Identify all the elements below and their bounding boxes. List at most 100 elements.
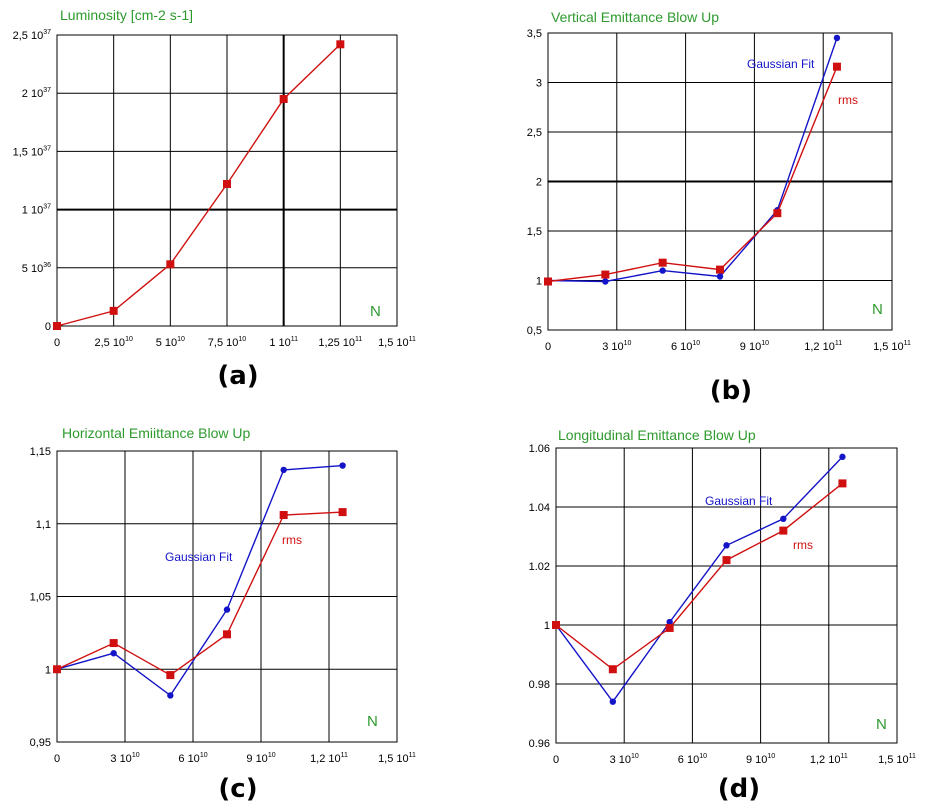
data-point-rms	[608, 665, 617, 674]
x-tick-label: 9 1010	[740, 340, 769, 353]
y-tick-label: 1,05	[30, 592, 51, 604]
series-a	[53, 40, 345, 330]
data-point-gaussian-fit	[223, 606, 231, 613]
panel-label-a: (a)	[217, 361, 258, 391]
data-point-gaussian-fit	[339, 462, 346, 469]
data-point-gaussian-fit	[723, 542, 730, 549]
xlabel-a: N	[370, 303, 381, 320]
x-ticks-a: 0 2,5 1010 5 1010 7,5 1010 1 1011 1,25 1011 1,…	[54, 336, 416, 349]
series-line-gaussian-fit	[56, 464, 343, 697]
data-point-luminosity	[166, 260, 175, 269]
data-point-gaussian-fit	[110, 650, 117, 657]
x-tick-label: 5 1010	[156, 336, 185, 349]
series-line-rms	[56, 511, 343, 676]
plot-frame	[555, 447, 898, 744]
x-tick-label: 3 1010	[602, 340, 631, 353]
x-tick-label: 6 1010	[178, 752, 207, 765]
y-tick-label: 2	[536, 177, 542, 189]
legend-rms-d: rms	[793, 538, 813, 552]
series-line-rms	[547, 66, 838, 283]
data-point-rms	[601, 270, 610, 279]
data-point-rms	[544, 277, 552, 286]
x-ticks-b: 0 3 1010 6 1010 9 1010 1,2 1011 1,5 1011	[545, 340, 911, 353]
y-tick-label: 1 1037	[22, 204, 51, 217]
title-d: Longitudinal Emittance Blow Up	[558, 427, 756, 443]
x-tick-label: 1 1011	[269, 336, 298, 349]
series-line-luminosity	[56, 43, 341, 327]
data-point-gaussian-fit	[167, 692, 174, 699]
y-tick-label: 2,5	[527, 127, 542, 139]
x-tick-label: 1,2 1011	[310, 752, 348, 765]
y-tick-label: 1.02	[529, 561, 550, 573]
legend-gaussian-fit-b: Gaussian Fit	[747, 57, 815, 71]
x-tick-label: 9 1010	[746, 753, 775, 766]
x-tick-label: 6 1010	[678, 753, 707, 766]
x-tick-label: 1,5 1011	[378, 752, 416, 765]
data-point-rms	[722, 556, 731, 565]
data-point-gaussian-fit	[666, 618, 673, 626]
x-tick-label: 2,5 1010	[94, 336, 132, 349]
x-tick-label: 1,5 1011	[873, 340, 911, 353]
panel-a: Luminosity [cm-2 s-1] 0 2,5 1010 5 1010 7,5…	[13, 7, 416, 391]
data-point-gaussian-fit	[839, 453, 846, 461]
data-point-rms	[658, 258, 667, 267]
series-line-gaussian-fit	[555, 456, 843, 703]
x-tick-label: 0	[54, 337, 60, 349]
y-tick-label: 1.04	[529, 502, 550, 514]
panel-label-d: (d)	[718, 774, 760, 804]
data-point-luminosity	[336, 40, 345, 49]
series-line-gaussian-fit	[547, 37, 838, 283]
xlabel-d: N	[876, 716, 887, 733]
xlabel-b: N	[872, 301, 883, 318]
data-point-gaussian-fit	[716, 273, 724, 280]
x-tick-label: 3 1010	[110, 752, 139, 765]
data-point-rms	[53, 665, 61, 674]
y-tick-label: 2,5 1037	[13, 29, 51, 42]
data-point-gaussian-fit	[833, 34, 841, 42]
x-tick-label: 1,25 1011	[318, 336, 362, 349]
y-ticks-a: 0 5 1036 1 1037 1,5 1037 2 1037 2,5 1037	[13, 29, 51, 333]
panel-label-c: (c)	[218, 774, 257, 804]
y-tick-label: 0	[45, 321, 51, 333]
y-tick-label: 1,5 1037	[13, 145, 51, 158]
y-tick-label: 1.06	[529, 443, 550, 455]
y-tick-label: 0.98	[529, 679, 550, 691]
series-c	[53, 462, 347, 699]
panel-d: Longitudinal Emittance Blow Up 0 3 1010 6 …	[529, 427, 916, 804]
data-point-rms	[665, 623, 674, 632]
data-point-rms	[838, 479, 847, 488]
data-point-gaussian-fit	[609, 698, 617, 705]
x-ticks-d: 0 3 1010 6 1010 9 1010 1,2 1011 1,5 1011	[553, 753, 916, 766]
data-point-rms	[223, 630, 231, 639]
title-a: Luminosity [cm-2 s-1]	[60, 7, 193, 23]
data-point-luminosity	[109, 306, 118, 315]
data-point-rms	[552, 621, 560, 629]
y-tick-label: 1	[45, 664, 51, 676]
data-point-rms	[109, 639, 118, 648]
data-point-rms	[716, 265, 724, 274]
legend-rms-c: rms	[282, 533, 302, 547]
data-point-rms	[166, 671, 175, 680]
x-ticks-c: 0 3 1010 6 1010 9 1010 1,2 1011 1,5 1011	[54, 752, 416, 765]
x-tick-label: 3 1010	[610, 753, 639, 766]
series-b	[544, 34, 841, 286]
y-ticks-b: 0,5 1 1,5 2 2,5 3 3,5	[527, 28, 542, 337]
x-tick-label: 7,5 1010	[208, 336, 246, 349]
x-tick-label: 0	[54, 753, 60, 765]
x-tick-label: 6 1010	[671, 340, 700, 353]
legend-gaussian-fit-d: Gaussian Fit	[705, 494, 773, 508]
title-c: Horizontal Emiittance Blow Up	[62, 425, 251, 441]
x-tick-label: 9 1010	[246, 752, 275, 765]
x-tick-label: 1,5 1011	[378, 336, 416, 349]
series-line-rms	[555, 482, 843, 671]
panel-b: Vertical Emittance Blow Up 0 3 1010 6 1010…	[527, 9, 911, 406]
grid-b	[547, 32, 893, 331]
data-point-rms	[779, 526, 788, 535]
panel-label-b: (b)	[710, 376, 752, 406]
grid-d	[555, 447, 898, 744]
x-tick-label: 1,5 1011	[878, 753, 916, 766]
x-tick-label: 1,2 1011	[810, 753, 848, 766]
y-tick-label: 0,95	[30, 737, 51, 749]
data-point-gaussian-fit	[602, 278, 609, 285]
